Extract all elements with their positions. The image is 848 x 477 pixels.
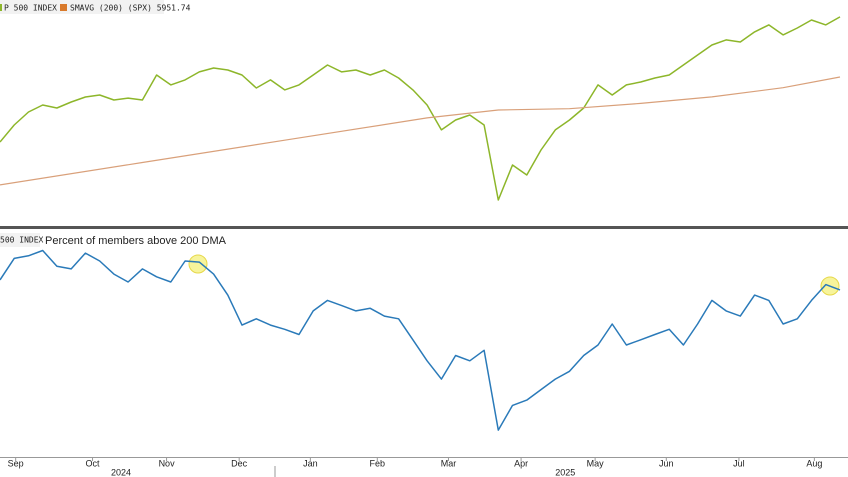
x-tick-label: Mar [441, 458, 457, 468]
x-tick-label: Sep [8, 458, 24, 468]
x-tick-label: Oct [86, 458, 101, 468]
legend-box [0, 0, 164, 14]
series-line [0, 16, 841, 201]
x-tick-label: Jun [659, 458, 674, 468]
highlight-circle [188, 254, 208, 274]
legend-box [0, 233, 40, 247]
legend-label: SMAVG (200) (SPX) 5951.74 [70, 4, 191, 13]
x-tick-label: Feb [370, 458, 386, 468]
plot-lines [0, 16, 841, 431]
x-tick-label: May [587, 458, 605, 468]
year-label: 2025 [555, 467, 575, 477]
x-tick-label: Dec [231, 458, 248, 468]
x-tick-label: Aug [806, 458, 822, 468]
series-line [0, 76, 841, 186]
x-tick-label: Nov [159, 458, 176, 468]
x-axis: Sep Oct Nov Dec Jan Feb Mar Apr May Jun Jul Aug 2024… [8, 457, 822, 477]
series-line [0, 249, 841, 431]
x-tick-label: Jul [733, 458, 745, 468]
legend-swatch [0, 4, 2, 11]
legend-swatch [60, 4, 67, 11]
panel-title: Percent of members above 200 DMA [45, 235, 227, 247]
legend-label: P 500 INDEX [4, 4, 57, 13]
legend-label: 500 INDEX [0, 236, 44, 245]
year-label: 2024 [111, 467, 131, 477]
x-tick-label: Apr [514, 458, 528, 468]
x-tick-label: Jan [303, 458, 318, 468]
